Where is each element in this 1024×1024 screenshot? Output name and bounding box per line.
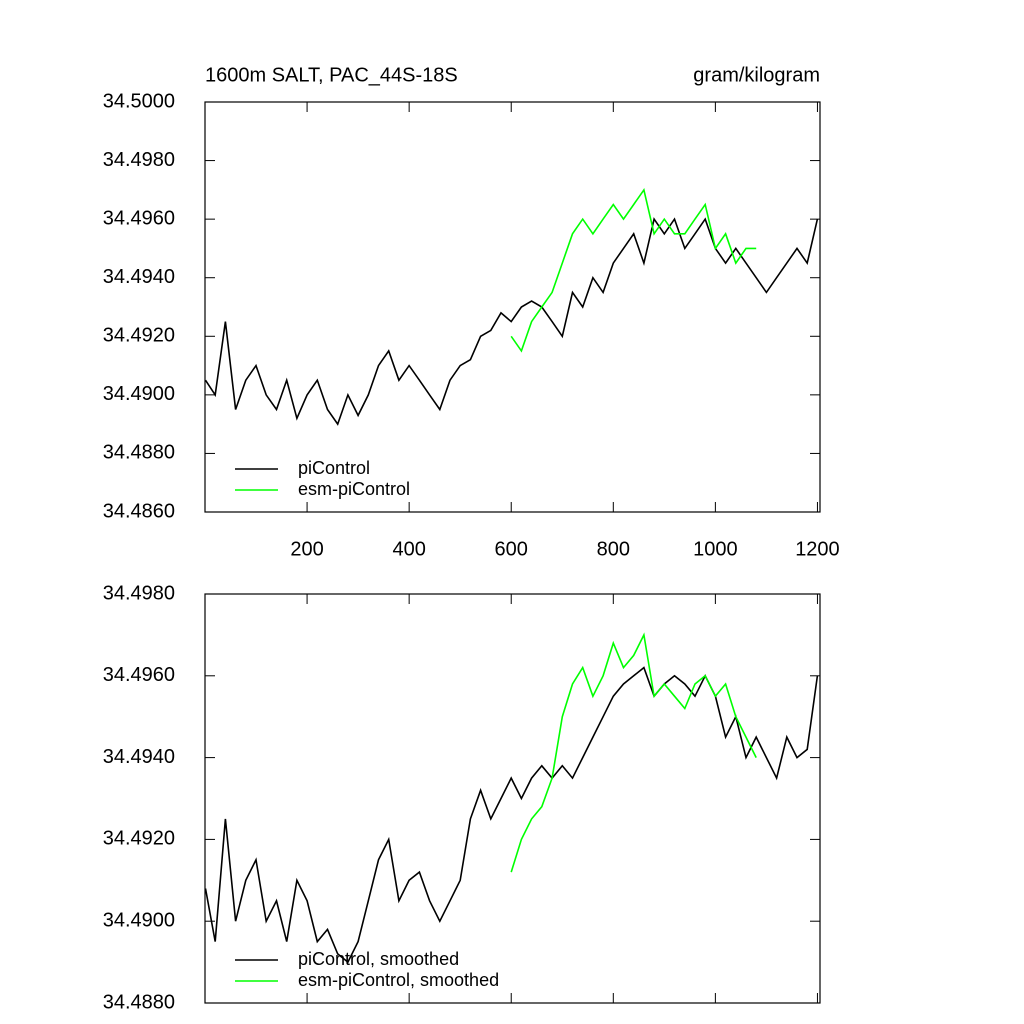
plot-frame [204,101,821,513]
y-tick-label: 34.4960 [103,664,175,686]
y-tick-label: 34.4920 [103,325,175,347]
y-tick-label: 34.4900 [103,383,175,405]
legend-label: esm-piControl [298,479,410,499]
units-label: gram/kilogram [693,64,820,86]
legend-label: piControl [298,458,370,478]
series-line [204,666,819,964]
chart-title: 1600m SALT, PAC_44S-18S [205,64,458,86]
series-line [204,217,819,426]
y-tick-label: 34.4920 [103,828,175,850]
y-tick-label: 34.4980 [103,149,175,171]
y-tick-label: 34.4960 [103,207,175,229]
y-tick-label: 34.5000 [103,90,175,112]
series-line [510,187,757,353]
x-tick-label: 800 [597,538,630,560]
x-tick-label: 1200 [795,538,840,560]
x-tick-label: 400 [392,538,425,560]
x-tick-label: 200 [290,538,323,560]
y-tick-label: 34.4940 [103,746,175,768]
series-line [510,632,757,873]
y-tick-label: 34.4880 [103,991,175,1013]
y-tick-label: 34.4880 [103,442,175,464]
x-tick-label: 600 [495,538,528,560]
y-tick-label: 34.4860 [103,500,175,522]
x-tick-label: 1000 [693,538,738,560]
plot-frame [204,593,821,1004]
y-tick-label: 34.4940 [103,266,175,288]
y-tick-label: 34.4980 [103,582,175,604]
y-tick-label: 34.4900 [103,909,175,931]
legend-label: esm-piControl, smoothed [298,970,499,990]
legend-label: piControl, smoothed [298,949,459,969]
